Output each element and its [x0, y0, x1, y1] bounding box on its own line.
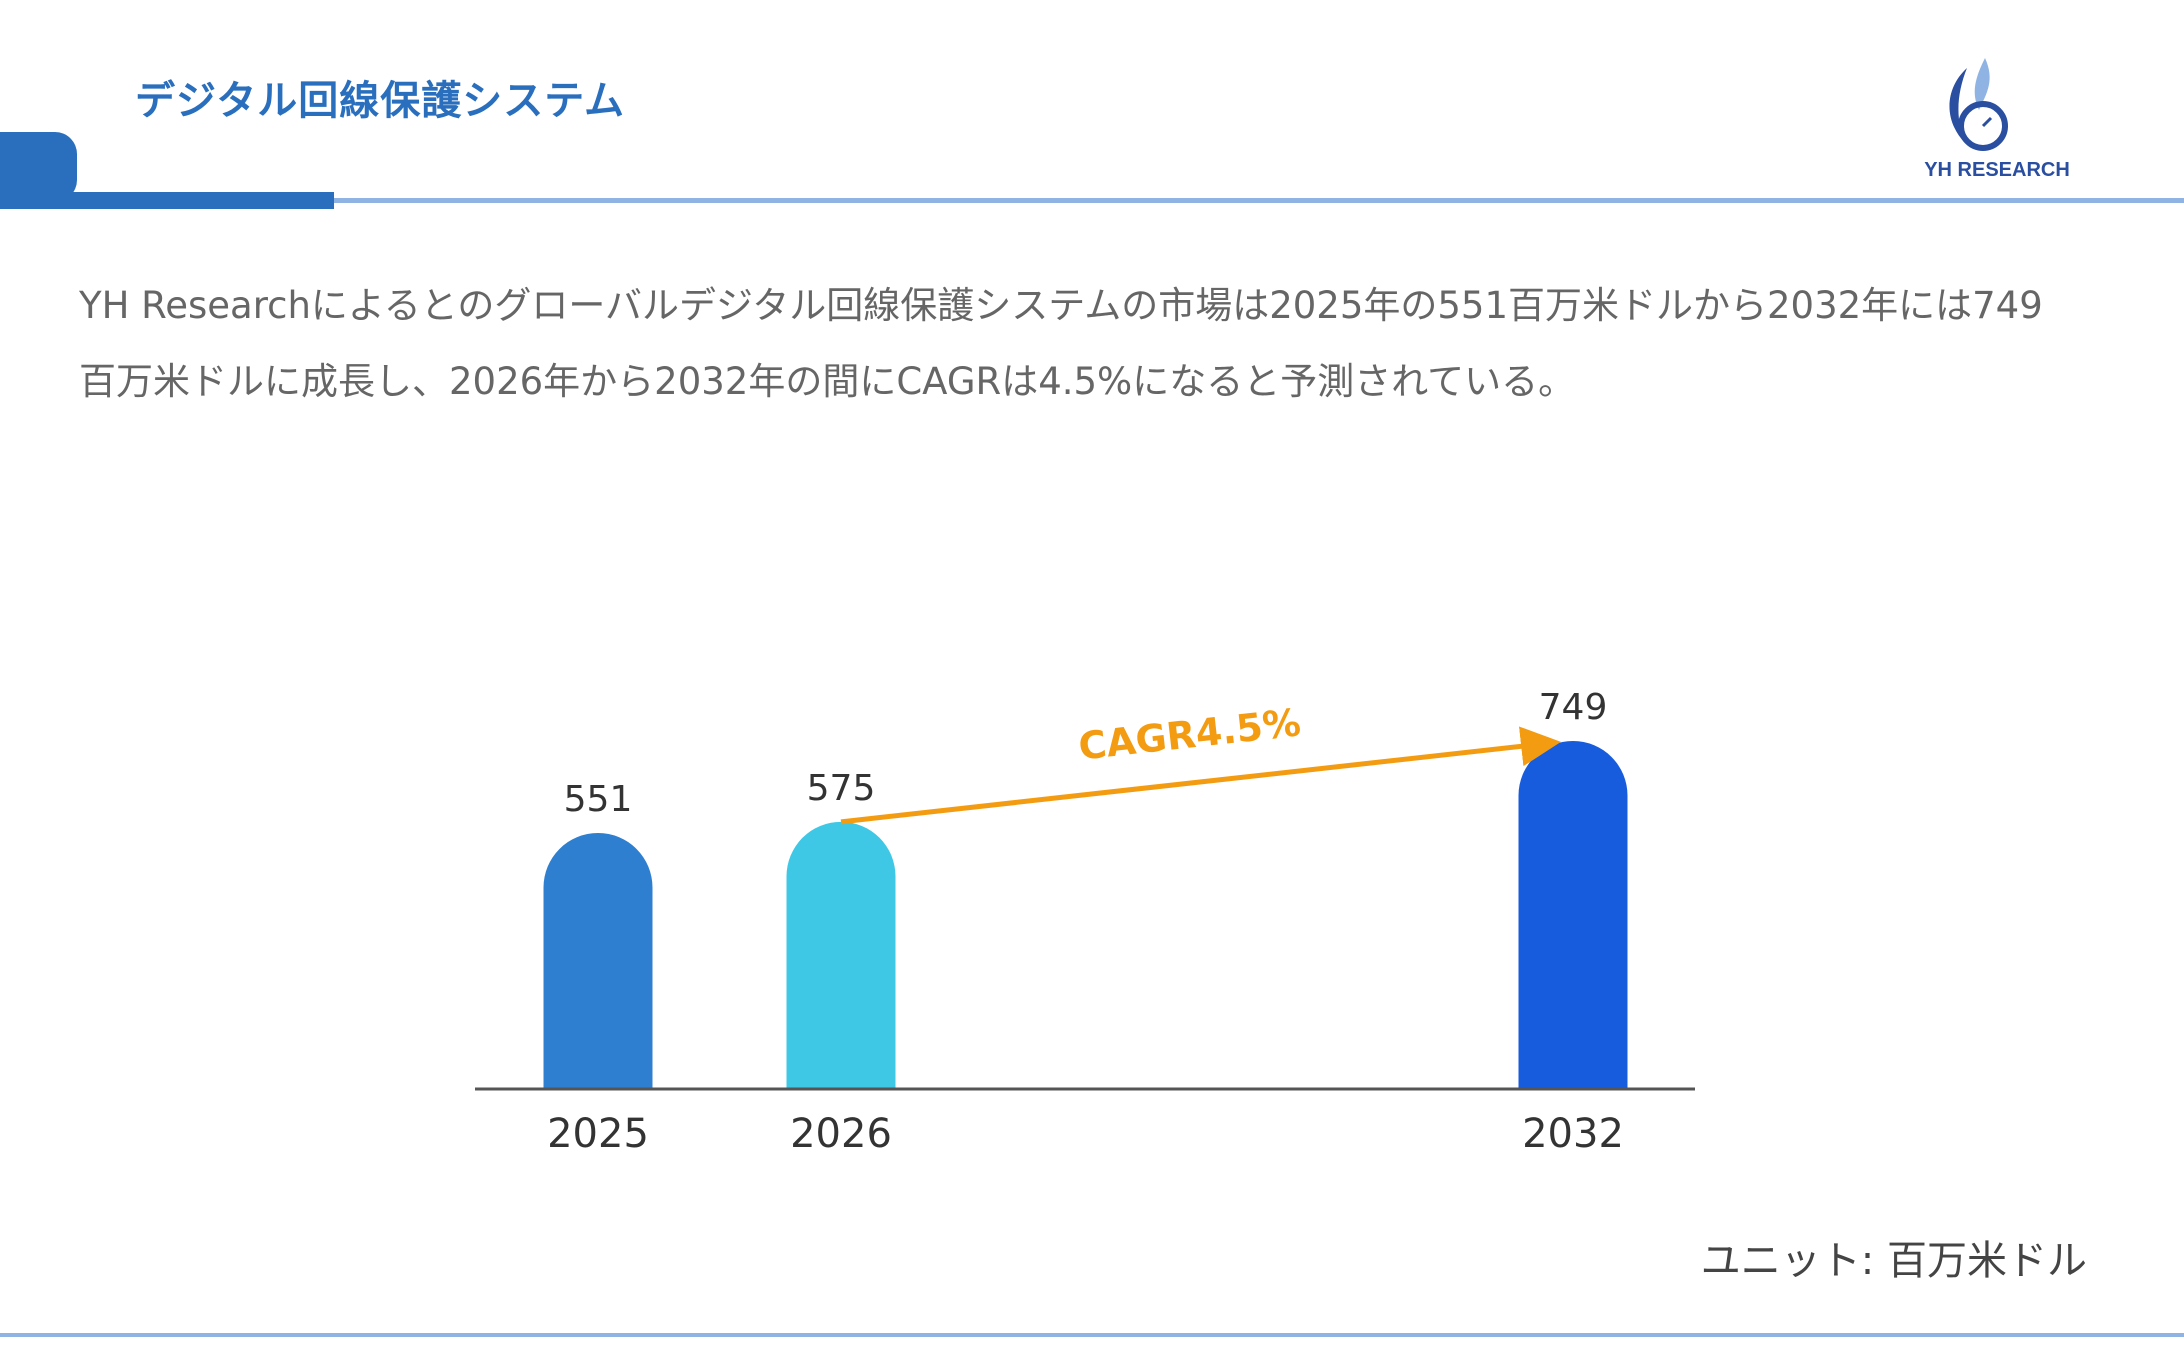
market-summary-text: YH Researchによるとのグローバルデジタル回線保護システムの市場は202… — [79, 284, 2043, 403]
header-accent-tab — [0, 132, 77, 202]
cagr-label: CAGR4.5% — [1076, 700, 1303, 768]
data-label-2025: 551 — [564, 779, 633, 820]
data-label-2032: 749 — [1539, 687, 1608, 728]
cagr-arrow — [840, 726, 1561, 825]
header-divider — [334, 198, 2184, 203]
bar-2032 — [1518, 740, 1628, 1089]
bar-2025 — [543, 832, 653, 1089]
footer-divider — [0, 1333, 2184, 1337]
yh-research-logo: YH RESEARCH — [1924, 58, 2070, 181]
data-label-2026: 575 — [807, 768, 876, 809]
unit-label: ユニット: 百万米ドル — [1700, 1238, 2087, 1284]
page-title: デジタル回線保護システム — [135, 78, 625, 124]
logo-text: YH RESEARCH — [1924, 159, 2070, 181]
x-tick-label-2026: 2026 — [790, 1111, 892, 1157]
header-accent-bar — [0, 192, 334, 209]
x-tick-label-2025: 2025 — [547, 1111, 649, 1157]
x-tick-label-2032: 2032 — [1522, 1111, 1624, 1157]
bar-2026 — [786, 821, 896, 1089]
